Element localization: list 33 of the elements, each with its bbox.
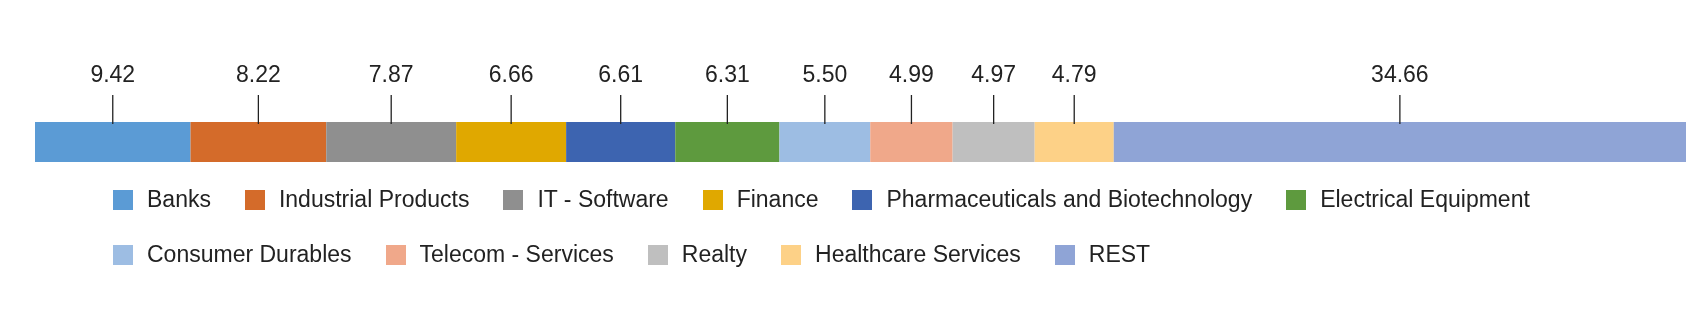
data-label: 4.79 [1051, 61, 1097, 87]
data-label: 7.87 [368, 61, 414, 87]
legend-label: Consumer Durables [147, 241, 352, 268]
legend-label: Industrial Products [278, 186, 470, 213]
bar [190, 122, 327, 162]
bar [35, 122, 191, 162]
bar [1034, 122, 1114, 162]
legend-label: Healthcare Services [815, 241, 1021, 268]
bar [566, 122, 676, 162]
legend-label: Pharmaceuticals and Biotechnology [886, 186, 1253, 213]
data-label: 9.42 [90, 61, 136, 87]
bar [456, 122, 567, 162]
data-label: 6.61 [598, 61, 644, 87]
legend-label: REST [1088, 241, 1151, 268]
legend-label: Telecom - Services [419, 241, 614, 268]
data-label: 6.66 [488, 61, 534, 87]
data-label: 34.66 [1371, 61, 1429, 87]
bar [952, 122, 1035, 162]
bar [675, 122, 780, 162]
legend-label: Banks [147, 186, 211, 213]
legend-label: Realty [681, 241, 748, 268]
data-label: 5.50 [802, 61, 848, 87]
data-label: 6.31 [704, 61, 750, 87]
data-label: 4.99 [889, 61, 934, 87]
legend-label: Electrical Equipment [1320, 186, 1530, 213]
legend-label: IT - Software [537, 186, 669, 213]
bar [779, 122, 871, 162]
bar [1113, 122, 1686, 162]
data-label: 8.22 [236, 61, 281, 87]
bar [870, 122, 953, 162]
legend-label: Finance [736, 186, 819, 213]
data-label: 4.97 [971, 61, 1017, 87]
bar [326, 122, 457, 162]
